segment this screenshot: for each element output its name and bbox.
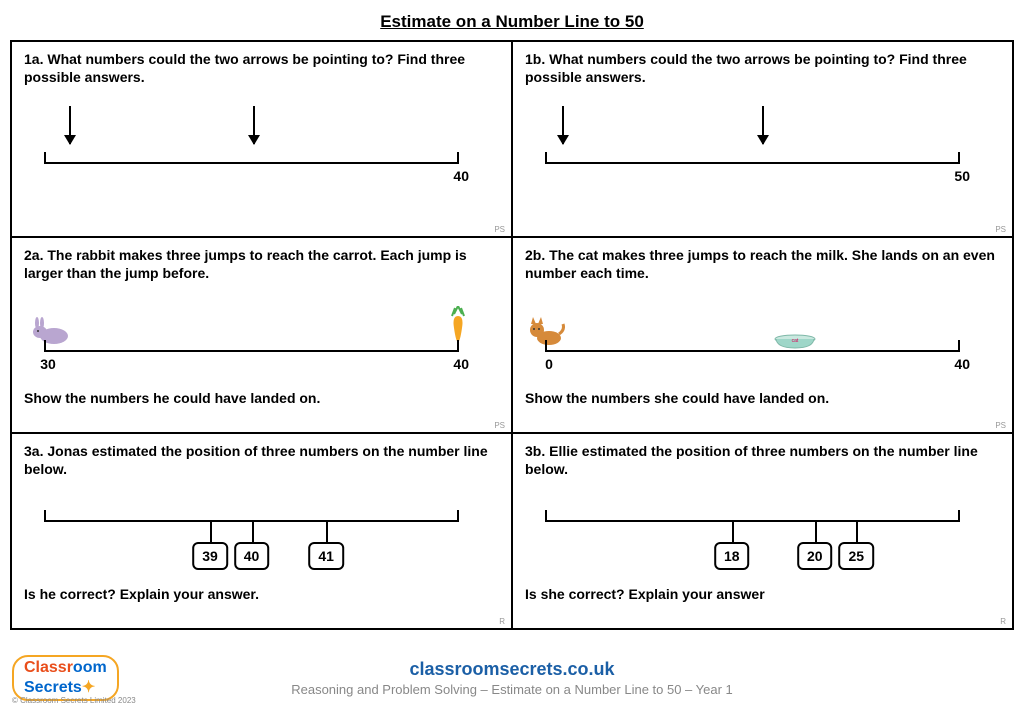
tag: R — [499, 617, 505, 626]
end-label: 40 — [954, 356, 970, 372]
num-box: 20 — [797, 542, 833, 570]
arrow-icon — [253, 106, 255, 144]
cell-3b: 3b. Ellie estimated the position of thre… — [512, 433, 1013, 629]
tag: PS — [995, 225, 1006, 234]
tag: PS — [494, 225, 505, 234]
logo-text: oom — [73, 659, 107, 676]
question-text: 3b. Ellie estimated the position of thre… — [525, 442, 1000, 478]
question-text: 1a. What numbers could the two arrows be… — [24, 50, 499, 86]
numberline-1b: 50 — [525, 96, 1000, 228]
carrot-icon — [449, 306, 467, 344]
num-box: 18 — [714, 542, 750, 570]
question-text: 2a. The rabbit makes three jumps to reac… — [24, 246, 499, 282]
instruction: Is he correct? Explain your answer. — [24, 586, 499, 602]
question-text: 2b. The cat makes three jumps to reach t… — [525, 246, 1000, 282]
subtitle: Reasoning and Problem Solving – Estimate… — [291, 682, 733, 697]
instruction: Is she correct? Explain your answer — [525, 586, 1000, 602]
arrow-icon — [69, 106, 71, 144]
star-icon: ✦ — [82, 679, 95, 696]
svg-text:cat: cat — [792, 338, 799, 344]
cell-1b: 1b. What numbers could the two arrows be… — [512, 41, 1013, 237]
copyright: © Classroom Secrets Limited 2023 — [12, 696, 136, 705]
num-box: 39 — [192, 542, 228, 570]
end-label: 50 — [954, 168, 970, 184]
numberline-3a: 39 40 41 — [24, 488, 499, 586]
rabbit-icon — [30, 316, 72, 346]
instruction: Show the numbers she could have landed o… — [525, 390, 1000, 406]
numberline-2b: cat 0 40 — [525, 292, 1000, 390]
end-label: 40 — [453, 356, 469, 372]
num-box: 25 — [838, 542, 874, 570]
cell-1a: 1a. What numbers could the two arrows be… — [11, 41, 512, 237]
numberline-2a: 30 40 — [24, 292, 499, 390]
numberline-1a: 40 — [24, 96, 499, 228]
start-label: 0 — [545, 356, 553, 372]
cell-2b: 2b. The cat makes three jumps to reach t… — [512, 237, 1013, 433]
site-url: classroomsecrets.co.uk — [291, 659, 733, 680]
question-text: 3a. Jonas estimated the position of thre… — [24, 442, 499, 478]
question-text: 1b. What numbers could the two arrows be… — [525, 50, 1000, 86]
tag: R — [1000, 617, 1006, 626]
cell-2a: 2a. The rabbit makes three jumps to reac… — [11, 237, 512, 433]
arrow-icon — [762, 106, 764, 144]
logo-text: Classr — [24, 659, 73, 676]
worksheet-grid: 1a. What numbers could the two arrows be… — [10, 40, 1014, 630]
bowl-icon: cat — [773, 334, 817, 350]
start-label: 30 — [40, 356, 56, 372]
logo: Classroom Secrets✦ — [12, 655, 119, 701]
footer: Classroom Secrets✦ classroomsecrets.co.u… — [0, 647, 1024, 709]
page-title: Estimate on a Number Line to 50 — [0, 0, 1024, 40]
instruction: Show the numbers he could have landed on… — [24, 390, 499, 406]
numberline-3b: 18 20 25 — [525, 488, 1000, 586]
num-box: 40 — [234, 542, 270, 570]
end-label: 40 — [453, 168, 469, 184]
tag: PS — [995, 421, 1006, 430]
tag: PS — [494, 421, 505, 430]
cell-3a: 3a. Jonas estimated the position of thre… — [11, 433, 512, 629]
logo-text: Secrets — [24, 679, 82, 696]
arrow-icon — [562, 106, 564, 144]
num-box: 41 — [308, 542, 344, 570]
